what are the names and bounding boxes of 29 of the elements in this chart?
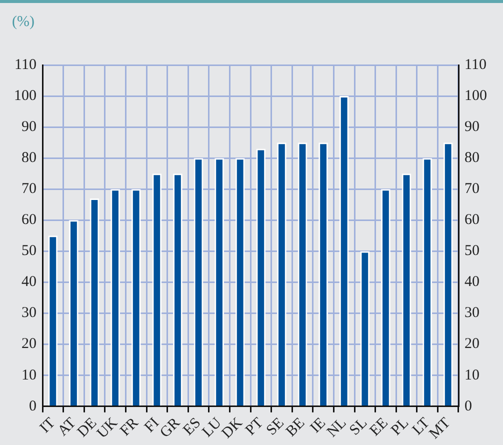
- x-tick-label: FR: [117, 415, 142, 440]
- y2-tick-label: 100: [464, 88, 487, 104]
- y2-tick-label: 60: [464, 212, 480, 228]
- y-tick-label: 50: [22, 243, 36, 260]
- x-tick-label: BE: [283, 415, 308, 440]
- y-tick-label: 80: [22, 150, 36, 166]
- y2-tick-label: 30: [464, 305, 480, 322]
- y2-tick-label: 40: [464, 274, 480, 290]
- y-tick-label: 30: [22, 305, 36, 322]
- y2-tick-label: 0: [464, 398, 472, 414]
- y-tick-label: 70: [22, 181, 36, 198]
- y2-tick-label: 80: [464, 150, 480, 166]
- y2-tick-label: 50: [464, 243, 480, 260]
- y2-tick-label: 90: [464, 119, 480, 136]
- y-tick-label: 10: [22, 367, 36, 384]
- y2-tick-label: 110: [464, 56, 486, 73]
- y2-tick-label: 70: [464, 181, 480, 198]
- x-tick-label: NL: [324, 415, 350, 440]
- y-tick-label: 0: [29, 398, 36, 414]
- y2-tick-label: 20: [464, 336, 480, 352]
- x-tick-label: IT: [37, 415, 59, 436]
- y-tick-label: 20: [22, 336, 36, 352]
- y-tick-label: 40: [22, 274, 36, 290]
- y-tick-label: 100: [14, 88, 36, 104]
- y2-tick-label: 10: [464, 367, 480, 384]
- y-tick-label: 90: [22, 119, 36, 136]
- y-tick-label: 60: [22, 212, 36, 228]
- y-tick-label: 110: [14, 56, 36, 73]
- y-axis-title: (%): [12, 14, 34, 31]
